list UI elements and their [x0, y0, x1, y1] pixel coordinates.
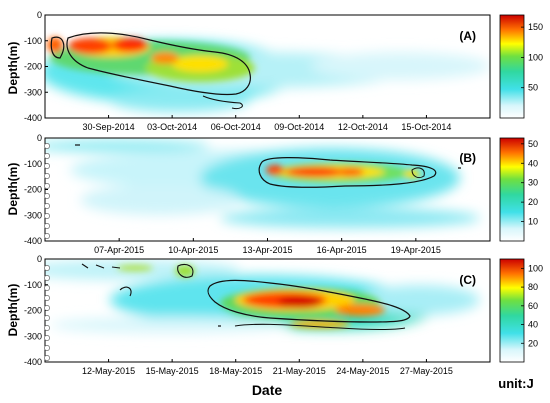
x-tick-label: 12-Oct-2014 [338, 122, 388, 132]
x-tick-label: 19-Apr-2015 [391, 245, 441, 255]
colorbar-tick-label: 60 [528, 301, 538, 311]
edge-marker [44, 325, 50, 331]
y-tick-label: -200 [24, 306, 42, 316]
x-tick-label: 07-Apr-2015 [94, 245, 144, 255]
x-tick-label: 13-Apr-2015 [242, 245, 292, 255]
y-tick-label: -300 [24, 87, 42, 97]
colorbar-tick-label: 10 [528, 217, 538, 227]
y-tick-label: -400 [24, 357, 42, 367]
y-tick-label: -200 [24, 62, 42, 72]
y-tick-label: -400 [24, 113, 42, 123]
panel-b-colorbar: 10 20 30 40 50 [499, 137, 538, 242]
edge-marker [44, 285, 50, 291]
x-tick-label: 15-Oct-2014 [401, 122, 451, 132]
x-tick-label: 16-Apr-2015 [317, 245, 367, 255]
colorbar-tick-label: 100 [528, 52, 543, 62]
y-tick-label: -100 [24, 36, 42, 46]
y-tick-label: -100 [24, 159, 42, 169]
edge-marker [44, 345, 50, 351]
panel-c: (C) Depth(m) 0 -100 -200 -300 -400 12-May-20… [6, 254, 543, 398]
panel-a-colorbar: 50 100 150 [499, 14, 543, 119]
edge-marker [44, 335, 50, 341]
edge-marker [44, 275, 50, 281]
edge-marker [44, 265, 50, 271]
colorbar-tick-label: 80 [528, 282, 538, 292]
colorbar-tick-label: 40 [528, 320, 538, 330]
edge-marker [44, 203, 50, 209]
x-tick-label: 09-Oct-2014 [274, 122, 324, 132]
y-tick-label: -100 [24, 280, 42, 290]
panel-a-y-ticks: 0 -100 -200 -300 -400 [24, 10, 48, 123]
x-tick-label: 03-Oct-2014 [147, 122, 197, 132]
panel-b-field [45, 138, 490, 241]
x-tick-label: 06-Oct-2014 [211, 122, 261, 132]
y-tick-label: -200 [24, 185, 42, 195]
y-tick-label: 0 [37, 10, 42, 20]
panel-a: (A) Depth(m) 0 -100 -200 -300 -400 30-Sep-20… [6, 10, 543, 132]
colorbar-tick-label: 50 [528, 83, 538, 93]
edge-marker [44, 315, 50, 321]
colorbar-tick-label: 40 [528, 158, 538, 168]
edge-marker [44, 173, 50, 179]
y-tick-label: 0 [37, 133, 42, 143]
x-tick-label: 21-May-2015 [273, 366, 326, 376]
edge-marker [44, 305, 50, 311]
panel-c-field [45, 259, 490, 362]
panel-b-x-ticks: 07-Apr-2015 10-Apr-2015 13-Apr-2015 16-Apr-… [94, 238, 441, 255]
colorbar-tick-label: 100 [528, 263, 543, 273]
x-tick-label: 15-May-2015 [146, 366, 199, 376]
panel-a-ylabel: Depth(m) [6, 42, 20, 95]
panel-c-colorbar: 20 40 60 80 100 [499, 258, 543, 363]
edge-marker [44, 193, 50, 199]
edge-marker [44, 143, 50, 149]
edge-marker [44, 233, 50, 239]
panel-c-label: (C) [459, 273, 476, 287]
colorbar-tick-label: 150 [528, 22, 543, 32]
x-tick-label: 10-Apr-2015 [168, 245, 218, 255]
panel-b: (B) Depth(m) 0 -100 -200 -300 -400 07-Apr-20… [6, 133, 538, 255]
left-edge-markers [44, 143, 50, 361]
x-axis-label: Date [252, 382, 283, 398]
x-tick-label: 27-May-2015 [400, 366, 453, 376]
y-tick-label: -300 [24, 210, 42, 220]
panel-b-ylabel: Depth(m) [6, 163, 20, 216]
unit-label: unit:J [498, 376, 533, 391]
panel-b-label: (B) [459, 151, 476, 165]
panel-c-x-ticks: 12-May-2015 15-May-2015 18-May-2015 21-May-… [82, 359, 453, 376]
edge-marker [44, 213, 50, 219]
panel-c-ylabel: Depth(m) [6, 284, 20, 337]
panel-c-y-ticks: 0 -100 -200 -300 -400 [24, 254, 48, 367]
panel-a-x-ticks: 30-Sep-2014 03-Oct-2014 06-Oct-2014 09-Oct-… [83, 115, 451, 132]
edge-marker [44, 355, 50, 361]
colorbar-tick-label: 30 [528, 178, 538, 188]
panel-a-label: (A) [459, 29, 476, 43]
edge-marker [44, 163, 50, 169]
y-tick-label: 0 [37, 254, 42, 264]
x-tick-label: 24-May-2015 [336, 366, 389, 376]
panel-a-field [45, 15, 490, 118]
x-tick-label: 30-Sep-2014 [83, 122, 135, 132]
colorbar-tick-label: 20 [528, 338, 538, 348]
x-tick-label: 18-May-2015 [209, 366, 262, 376]
edge-marker [44, 223, 50, 229]
edge-marker [44, 183, 50, 189]
edge-marker [44, 153, 50, 159]
colorbar-tick-label: 20 [528, 197, 538, 207]
y-tick-label: -400 [24, 236, 42, 246]
panel-b-y-ticks: 0 -100 -200 -300 -400 [24, 133, 48, 246]
y-tick-label: -300 [24, 331, 42, 341]
colorbar-tick-label: 50 [528, 139, 538, 149]
edge-marker [44, 295, 50, 301]
x-tick-label: 12-May-2015 [82, 366, 135, 376]
